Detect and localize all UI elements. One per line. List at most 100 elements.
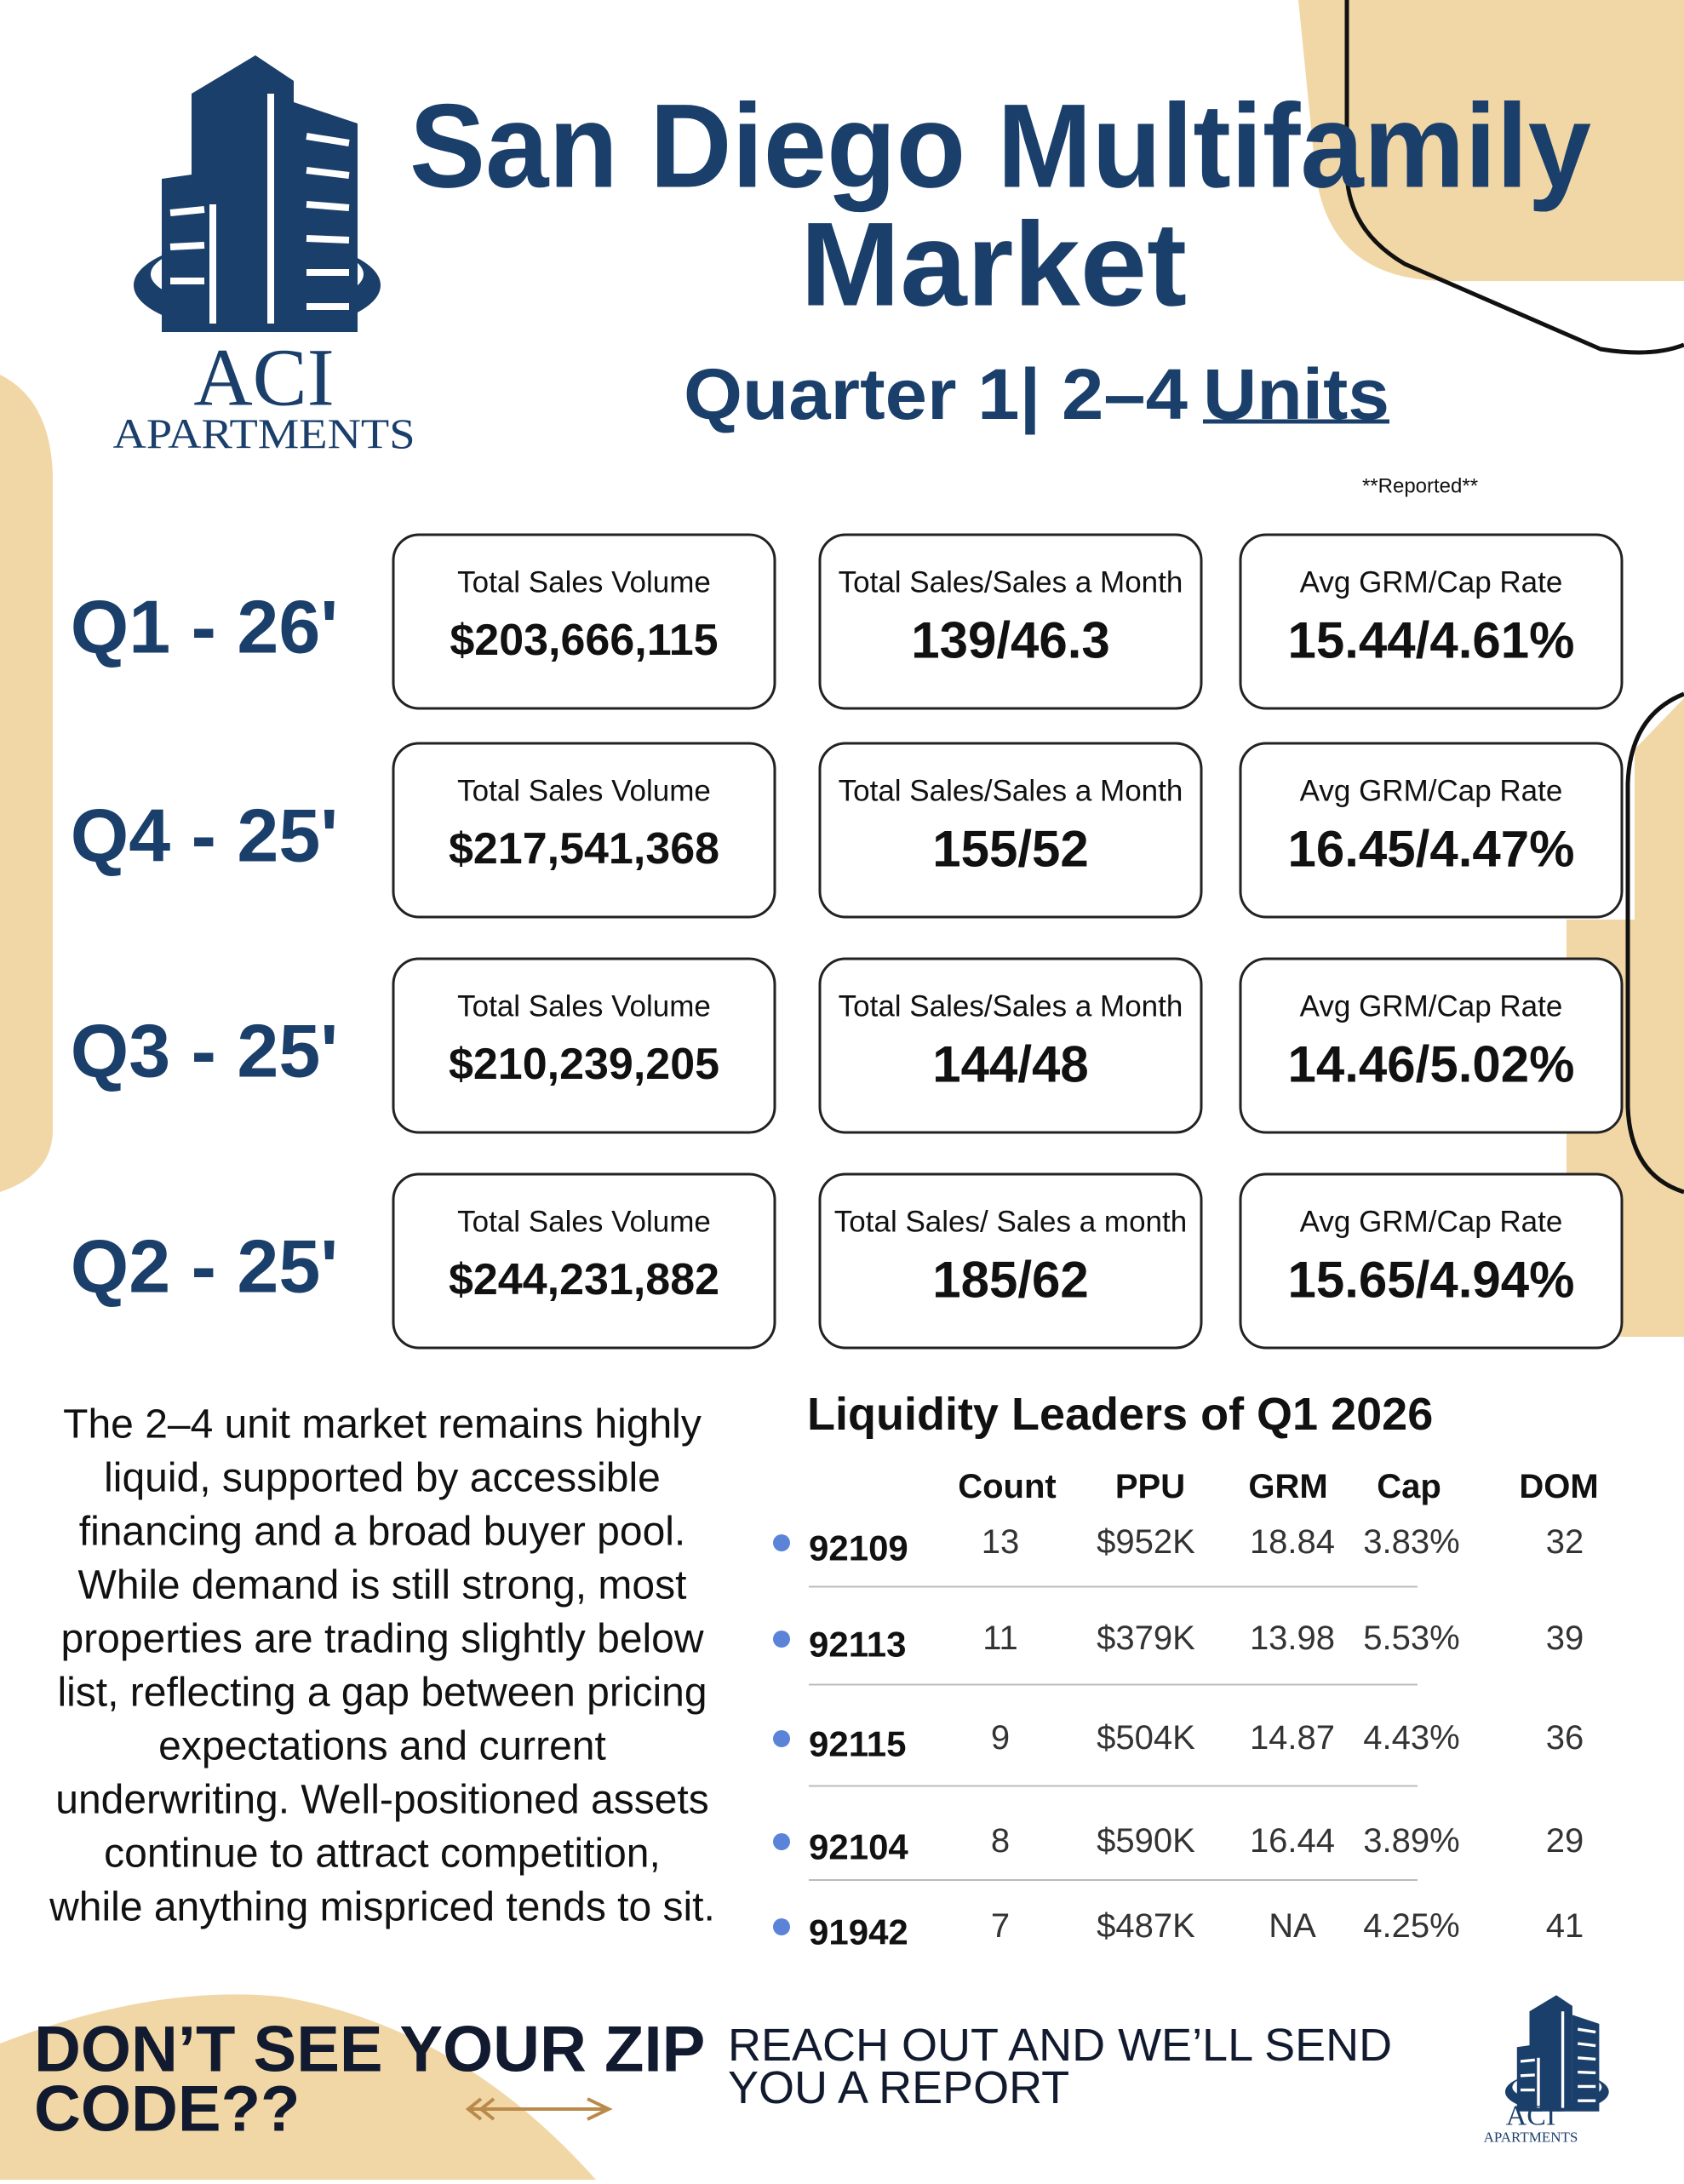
paragraph-line: continue to attract competition, bbox=[104, 1831, 661, 1877]
column-header: GRM bbox=[1248, 1468, 1327, 1505]
card-value: 144/48 bbox=[932, 1036, 1089, 1093]
title: Market bbox=[800, 198, 1187, 331]
stat-card bbox=[1239, 533, 1624, 710]
table-cell: 41 bbox=[1546, 1907, 1584, 1945]
table-cell: 39 bbox=[1546, 1619, 1584, 1657]
card-label: Total Sales/Sales a Month bbox=[839, 566, 1183, 599]
table-cell: 5.53% bbox=[1363, 1619, 1459, 1657]
table-cell: $590K bbox=[1097, 1822, 1195, 1860]
column-header: Count bbox=[958, 1468, 1057, 1505]
reach-out: REACH OUT AND WE’LL SEND bbox=[728, 2020, 1392, 2071]
subtitle: Quarter 1| 2–4 bbox=[684, 354, 1188, 435]
stat-card bbox=[392, 1172, 776, 1350]
table-cell: 13 bbox=[982, 1523, 1020, 1561]
subtitle-underlined: Units bbox=[1203, 354, 1389, 434]
card-value: 15.65/4.94% bbox=[1288, 1252, 1575, 1309]
logo-icon-small bbox=[1504, 1993, 1611, 2113]
stat-card bbox=[392, 533, 776, 710]
quarter-label: Q4 - 25' bbox=[71, 794, 338, 878]
row-bullet bbox=[773, 1631, 790, 1648]
card-label: Total Sales Volume bbox=[457, 1206, 711, 1239]
card-value: $217,541,368 bbox=[449, 824, 719, 874]
card-label: Total Sales Volume bbox=[457, 775, 711, 808]
card-value: 15.44/4.61% bbox=[1288, 612, 1575, 669]
title: San Diego Multifamily bbox=[410, 79, 1591, 213]
zip-code: 92109 bbox=[809, 1528, 908, 1568]
paragraph-line: expectations and current bbox=[158, 1724, 606, 1769]
table-cell: 14.87 bbox=[1250, 1719, 1335, 1757]
logo-tagline: APARTMENTS bbox=[113, 410, 415, 457]
quarter-label: Q2 - 25' bbox=[71, 1224, 338, 1309]
reported-note: **Reported** bbox=[1362, 475, 1478, 498]
bg-shape bbox=[0, 375, 53, 1192]
table-cell: 7 bbox=[991, 1907, 1010, 1945]
card-value: 16.45/4.47% bbox=[1288, 821, 1575, 878]
row-bullet bbox=[773, 1833, 790, 1850]
paragraph-line: underwriting. Well-positioned assets bbox=[55, 1778, 708, 1823]
paragraph-line: liquid, supported by accessible bbox=[104, 1456, 661, 1501]
paragraph-line: while anything mispriced tends to sit. bbox=[49, 1885, 715, 1930]
zip-code: 92113 bbox=[809, 1625, 906, 1665]
card-label: Total Sales Volume bbox=[457, 990, 711, 1023]
card-label: Avg GRM/Cap Rate bbox=[1300, 1206, 1563, 1239]
stat-card bbox=[1239, 742, 1624, 919]
card-label: Avg GRM/Cap Rate bbox=[1300, 566, 1563, 599]
row-bullet bbox=[773, 1534, 790, 1551]
table-cell: $952K bbox=[1097, 1523, 1195, 1561]
stat-card bbox=[818, 1172, 1203, 1350]
arrow-icon bbox=[465, 2097, 613, 2121]
card-value: $203,666,115 bbox=[450, 616, 718, 665]
paragraph-line: list, reflecting a gap between pricing bbox=[57, 1671, 707, 1716]
table-cell: $504K bbox=[1097, 1719, 1195, 1757]
table-cell: NA bbox=[1269, 1907, 1316, 1945]
paragraph-line: The 2–4 unit market remains highly bbox=[63, 1402, 702, 1447]
column-header: Cap bbox=[1377, 1468, 1441, 1505]
table-cell: 4.43% bbox=[1363, 1719, 1459, 1757]
quarter-label: Q1 - 26' bbox=[71, 585, 338, 669]
table-cell: 9 bbox=[991, 1719, 1010, 1757]
table-cell: $487K bbox=[1097, 1907, 1195, 1945]
card-value: $244,231,882 bbox=[449, 1255, 719, 1304]
card-value: 14.46/5.02% bbox=[1288, 1036, 1575, 1093]
logo-name-small: ACI bbox=[1506, 2101, 1556, 2132]
zip-code: 91942 bbox=[809, 1912, 908, 1952]
bg-curve bbox=[1344, 0, 1684, 355]
stat-card bbox=[1239, 957, 1624, 1134]
card-value: 185/62 bbox=[932, 1252, 1089, 1309]
cta: CODE?? bbox=[34, 2073, 300, 2146]
row-bullet bbox=[773, 1730, 790, 1747]
table-cell: 18.84 bbox=[1250, 1523, 1335, 1561]
column-header: DOM bbox=[1519, 1468, 1598, 1505]
table-cell: $379K bbox=[1097, 1619, 1195, 1657]
paragraph-line: financing and a broad buyer pool. bbox=[79, 1510, 686, 1555]
card-label: Total Sales Volume bbox=[457, 566, 711, 599]
card-value: 155/52 bbox=[932, 821, 1089, 878]
paragraph-line: While demand is still strong, most bbox=[78, 1563, 687, 1608]
card-label: Total Sales/ Sales a month bbox=[834, 1206, 1187, 1239]
table-cell: 8 bbox=[991, 1822, 1010, 1860]
cta: DON’T SEE YOUR ZIP bbox=[34, 2014, 705, 2086]
stat-card bbox=[392, 957, 776, 1134]
bg-curve bbox=[1625, 691, 1684, 1195]
zip-code: 92115 bbox=[809, 1724, 906, 1764]
card-value: $210,239,205 bbox=[449, 1040, 719, 1089]
stat-card bbox=[818, 957, 1203, 1134]
bg-shape bbox=[0, 1994, 596, 2180]
logo-icon bbox=[134, 55, 381, 332]
table-cell: 32 bbox=[1546, 1523, 1584, 1561]
zip-code: 92104 bbox=[809, 1827, 908, 1867]
stat-card bbox=[818, 533, 1203, 710]
column-header: PPU bbox=[1115, 1468, 1185, 1505]
bg-shape bbox=[1298, 0, 1684, 281]
row-bullet bbox=[773, 1918, 790, 1935]
table-cell: 29 bbox=[1546, 1822, 1584, 1860]
stat-card bbox=[818, 742, 1203, 919]
stat-card bbox=[1239, 1172, 1624, 1350]
table-title: Liquidity Leaders of Q1 2026 bbox=[807, 1389, 1433, 1440]
table-cell: 16.44 bbox=[1250, 1822, 1335, 1860]
card-value: 139/46.3 bbox=[911, 612, 1110, 669]
table-cell: 13.98 bbox=[1250, 1619, 1335, 1657]
quarter-label: Q3 - 25' bbox=[71, 1009, 338, 1093]
